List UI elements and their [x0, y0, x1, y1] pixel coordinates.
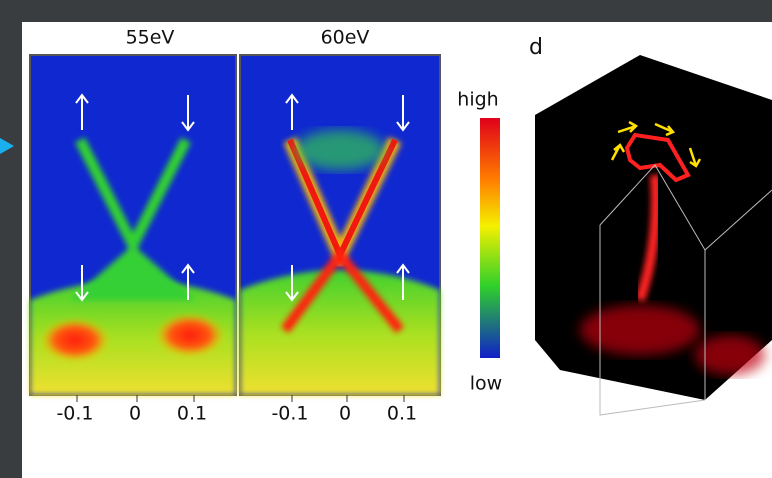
colorbar-low-label: low [470, 373, 502, 395]
spectrum-panel [240, 55, 440, 395]
x-tick-label: -0.1 [56, 403, 93, 425]
x-tick-label: 0.1 [387, 403, 417, 425]
x-tick-label: -0.1 [271, 403, 308, 425]
band-cube [535, 55, 772, 415]
colorbar-high-label: high [457, 89, 498, 111]
slide: 55eV 60eV high low d -0.1 0 0.1 -0.1 0 0.1 [0, 0, 772, 478]
x-tick-label: 0 [339, 403, 351, 425]
x-tick-label: 0.1 [177, 403, 207, 425]
pointer-arrow [0, 138, 14, 154]
panel-title: 55eV [126, 27, 175, 49]
colorbar [480, 118, 500, 358]
spectrum-panel [30, 55, 236, 395]
panel-title: 60eV [321, 27, 370, 49]
x-tick-label: 0 [129, 403, 141, 425]
panel-label: d [529, 35, 543, 60]
